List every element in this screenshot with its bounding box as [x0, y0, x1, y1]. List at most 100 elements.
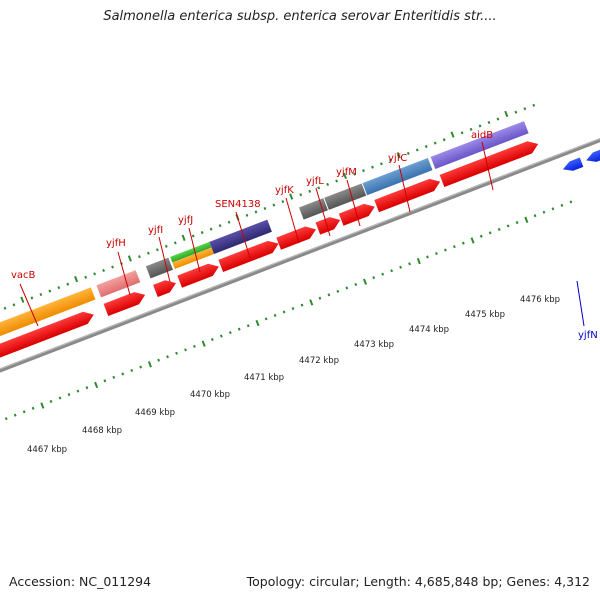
inner-tick [435, 251, 438, 256]
outer-tick [200, 231, 204, 235]
leader-SEN4138 [235, 211, 251, 259]
outer-tick [504, 110, 509, 118]
gene-label-SEN4138[interactable]: SEN4138 [215, 199, 261, 210]
outer-tick [102, 268, 105, 272]
inner-tick [408, 262, 411, 266]
gene-label-yjfM[interactable]: yjfM [336, 167, 357, 178]
inner-tick [201, 340, 206, 347]
inner-tick [264, 317, 268, 321]
outer-tick [487, 120, 491, 125]
inner-tick [390, 269, 394, 273]
outer-tick [164, 244, 168, 248]
inner-tick [300, 303, 304, 307]
inner-tick [488, 231, 492, 235]
outer-tick [317, 186, 321, 190]
scale-label-4475: 4475 kbp [465, 310, 505, 320]
inner-tick [85, 386, 89, 390]
gene-label-yjfL[interactable]: yjfL [306, 176, 324, 187]
outer-tick [93, 272, 97, 276]
cds-forward-SEN4138 [218, 240, 279, 272]
outer-tick [138, 255, 141, 259]
inner-tick [228, 331, 232, 335]
outer-tick [209, 227, 213, 231]
outer-tick [406, 151, 410, 155]
inner-tick [515, 221, 519, 225]
outer-tick-ring [3, 103, 536, 310]
outer-tick [57, 286, 61, 290]
leader-vacB [19, 283, 39, 327]
inner-tick [103, 379, 107, 383]
leader-yjfL [315, 187, 331, 237]
inner-tick [211, 337, 214, 342]
inner-tick [327, 293, 331, 297]
cog-bar-yjfJ-lower[interactable] [172, 247, 215, 270]
outer-tick [396, 152, 401, 159]
inner-tick [49, 399, 53, 403]
leader-yjfC [398, 164, 411, 213]
gene-label-yjfH[interactable]: yjfH [106, 238, 126, 249]
scale-label-4467: 4467 kbp [27, 445, 67, 455]
gene-leader-lines [19, 141, 494, 327]
gene-label-yjfN[interactable]: yjfN [578, 330, 598, 341]
cog-bar-yjfJ-upper[interactable] [170, 241, 212, 263]
inner-tick [282, 310, 286, 314]
outer-tick [181, 234, 186, 241]
inner-tick [4, 417, 8, 421]
outer-tick [433, 141, 437, 145]
gene-label-yjfC[interactable]: yjfC [388, 153, 407, 164]
inner-tick [551, 207, 555, 211]
outer-tick [227, 220, 231, 224]
outer-tick [460, 131, 464, 135]
cog-bar-yjfL[interactable] [324, 183, 367, 210]
outer-tick [281, 200, 285, 204]
gene-label-aidB[interactable]: aidB [471, 130, 493, 141]
outer-tick [39, 292, 43, 297]
leader-yjfK [285, 197, 300, 244]
accession-text: Accession: NC_011294 [9, 574, 152, 589]
outer-tick [30, 296, 34, 300]
inner-tick [318, 296, 322, 300]
scale-label-4473: 4473 kbp [354, 340, 394, 350]
leader-yjfM [346, 179, 361, 227]
inner-tick [112, 375, 116, 379]
cog-bar-SEN4138[interactable] [209, 219, 272, 254]
outer-tick [389, 158, 392, 162]
inner-tick [40, 402, 45, 409]
inner-tick [246, 324, 250, 328]
gene-label-yjfK[interactable]: yjfK [275, 185, 294, 196]
inner-tick [506, 224, 510, 228]
cog-bar-aidB[interactable] [430, 121, 529, 170]
inner-tick [569, 200, 573, 204]
inner-tick [31, 406, 35, 410]
cds-forward-yjfH [103, 292, 146, 317]
outer-tick [74, 275, 79, 283]
outer-tick [514, 110, 518, 114]
cog-bar-yjfI[interactable] [145, 257, 173, 279]
inner-tick [345, 286, 349, 290]
outer-tick [111, 265, 114, 269]
inner-tick [58, 396, 62, 400]
cog-bar-yjfC[interactable] [362, 158, 433, 196]
cog-bar-yjfH[interactable] [96, 270, 141, 298]
gene-label-vacB[interactable]: vacB [11, 270, 36, 281]
outer-tick [335, 179, 338, 183]
outer-tick [362, 169, 365, 173]
inner-tick [381, 272, 385, 276]
outer-tick [272, 203, 276, 207]
inner-tick [444, 248, 447, 252]
inner-tick [542, 210, 546, 214]
inner-tick [147, 361, 152, 368]
outer-tick [353, 172, 356, 176]
inner-tick [13, 413, 17, 417]
outer-tick [371, 165, 374, 169]
outer-tick [20, 296, 25, 303]
cog-bar-yjfK[interactable] [299, 198, 328, 220]
inner-tick [94, 381, 99, 389]
outer-tick [147, 251, 150, 255]
inner-tick [175, 351, 178, 355]
gene-label-yjfI[interactable]: yjfI [148, 225, 163, 236]
outer-tick [191, 234, 195, 238]
genome-stats-text: Topology: circular; Length: 4,685,848 bp… [246, 574, 590, 589]
gene-label-yjfJ[interactable]: yjfJ [178, 215, 193, 226]
